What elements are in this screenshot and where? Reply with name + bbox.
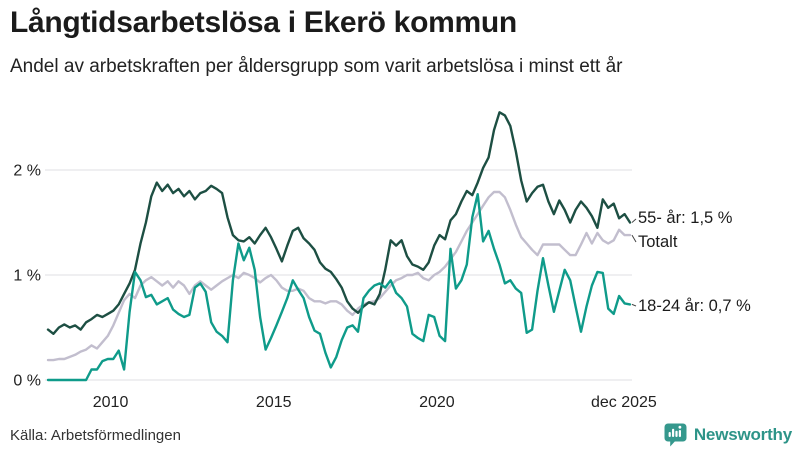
series-line-18-24 — [46, 192, 632, 382]
newsworthy-logo: Newsworthy — [664, 423, 792, 447]
x-tick-label: 2020 — [419, 394, 455, 411]
series-end-label-55: 55- år: 1,5 % — [638, 209, 733, 227]
label-connector-totalt — [631, 234, 637, 243]
chart-subtitle: Andel av arbetskraften per åldersgrupp s… — [10, 56, 623, 77]
series-end-label-totalt: Totalt — [638, 233, 678, 251]
x-tick-label: 2015 — [256, 394, 292, 411]
label-connector-18-24 — [631, 303, 637, 307]
series-end-label-18-24: 18-24 år: 0,7 % — [638, 297, 751, 315]
newsworthy-icon — [664, 423, 687, 447]
series-line-totalt — [46, 190, 632, 362]
y-tick-label: 1 % — [13, 268, 41, 285]
newsworthy-wordmark: Newsworthy — [693, 425, 792, 444]
source-note: Källa: Arbetsförmedlingen — [10, 427, 181, 444]
page-title: Långtidsarbetslösa i Ekerö kommun — [10, 6, 517, 39]
x-tick-label: dec 2025 — [591, 394, 657, 411]
x-tick-label: 2010 — [93, 394, 129, 411]
y-tick-label: 0 % — [13, 373, 41, 390]
y-tick-label: 2 % — [13, 163, 41, 180]
label-connector-55 — [631, 218, 637, 223]
series-line-55 — [46, 111, 632, 335]
